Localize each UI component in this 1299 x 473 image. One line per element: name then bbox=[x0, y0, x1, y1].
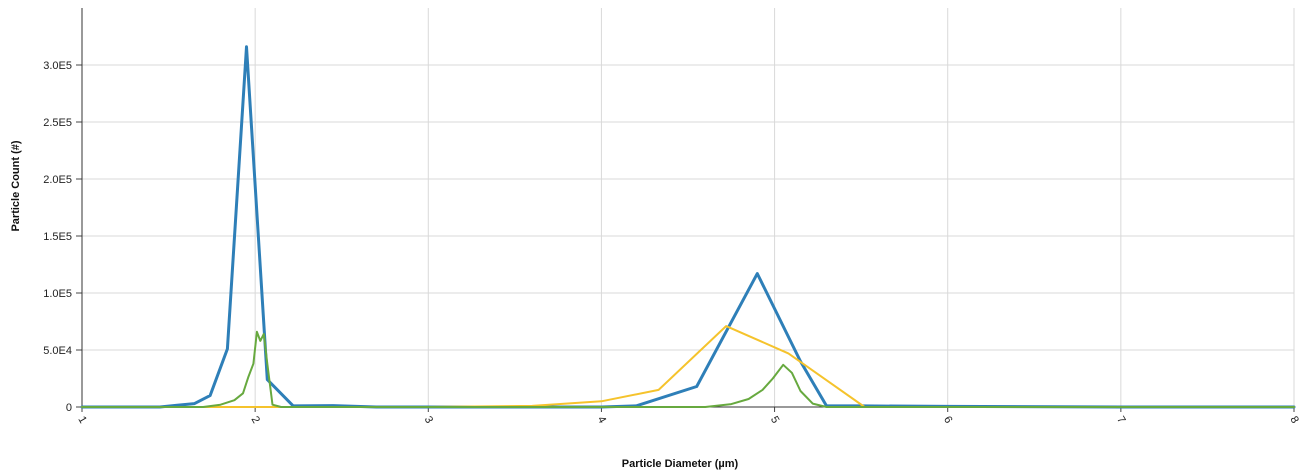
x-tick-label: 5 bbox=[768, 414, 781, 425]
x-tick-label: 3 bbox=[422, 414, 435, 425]
y-axis-title: Particle Count (#) bbox=[10, 140, 22, 231]
y-tick-label: 2.5E5 bbox=[43, 117, 72, 129]
x-tick-label: 2 bbox=[248, 414, 261, 425]
x-tick-label: 6 bbox=[941, 414, 954, 425]
gridlines bbox=[81, 8, 1295, 408]
x-tick-label: 7 bbox=[1114, 414, 1127, 425]
x-axis-title: Particle Diameter (µm) bbox=[622, 458, 739, 470]
x-tick-label: 4 bbox=[595, 414, 608, 425]
y-tick-label: 1.5E5 bbox=[43, 231, 72, 243]
x-tick-label: 1 bbox=[75, 414, 88, 425]
series-lines bbox=[80, 45, 1296, 409]
axes bbox=[76, 8, 1295, 412]
y-tick-label: 0 bbox=[66, 402, 72, 414]
y-tick-label: 1.0E5 bbox=[43, 288, 72, 300]
y-tick-label: 3.0E5 bbox=[43, 60, 72, 72]
series-line-1 bbox=[80, 45, 1296, 409]
tick-labels: 1 2 3 4 5 6 7 8 0 5.0E4 1.0E5 1.5E5 2.0E5 2.5E5 3.0E5 bbox=[43, 60, 1299, 426]
series-line-3 bbox=[81, 330, 1295, 408]
y-tick-label: 2.0E5 bbox=[43, 174, 72, 186]
x-tick-label: 8 bbox=[1287, 414, 1299, 425]
y-tick-label: 5.0E4 bbox=[43, 345, 72, 357]
